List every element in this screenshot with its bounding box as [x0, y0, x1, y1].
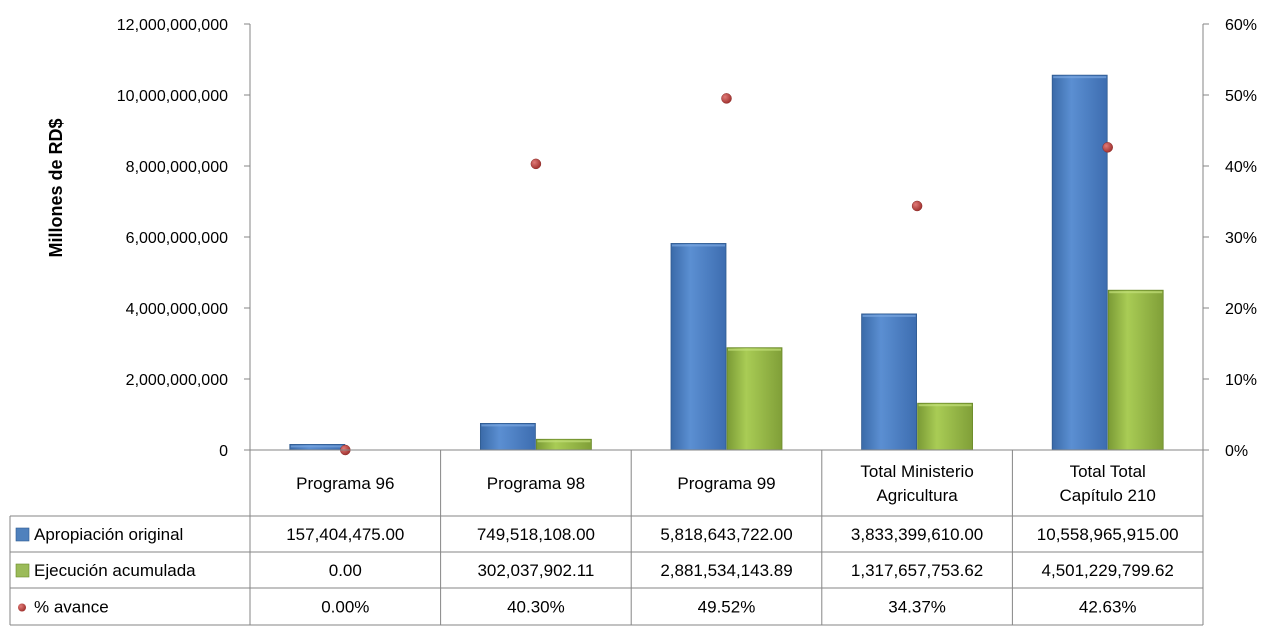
y-right-tick-label: 30% — [1225, 230, 1257, 247]
legend-label: Ejecución acumulada — [34, 561, 196, 580]
y-left-tick-label: 2,000,000,000 — [126, 372, 228, 389]
bar-apropiacion — [1051, 74, 1108, 451]
percent-point — [530, 158, 542, 170]
category-label: Total Ministerio — [860, 462, 973, 481]
legend-label: Apropiación original — [34, 525, 183, 544]
bar-highlight — [290, 445, 344, 448]
y-left-tick-label: 12,000,000,000 — [117, 17, 228, 34]
bar-highlight — [728, 348, 781, 351]
bar-ejecucion — [726, 347, 783, 451]
percent-point — [911, 200, 923, 212]
category-label: Capítulo 210 — [1059, 486, 1155, 505]
y-right-tick-label: 0% — [1225, 443, 1248, 460]
category-label: Programa 99 — [677, 474, 775, 493]
category-label: Programa 98 — [487, 474, 585, 493]
y-right-tick-label: 40% — [1225, 159, 1257, 176]
table-cell: 10,558,965,915.00 — [1037, 525, 1179, 544]
table-cell: 0.00 — [329, 561, 362, 580]
y-left-tick-label: 0 — [219, 443, 228, 460]
table-cell: 4,501,229,799.62 — [1042, 561, 1174, 580]
bar-apropiacion — [861, 313, 917, 451]
y-left-tick-label: 8,000,000,000 — [126, 159, 228, 176]
table-cell: 3,833,399,610.00 — [851, 525, 983, 544]
y-right-tick-label: 60% — [1225, 17, 1257, 34]
y-left-tick-label: 6,000,000,000 — [126, 230, 228, 247]
table-cell: 5,818,643,722.00 — [660, 525, 792, 544]
y-left-tick-label: 4,000,000,000 — [126, 301, 228, 318]
bar-apropiacion — [479, 422, 536, 451]
category-label: Total Total — [1070, 462, 1146, 481]
category-label: Agricultura — [876, 486, 958, 505]
category-label: Programa 96 — [296, 474, 394, 493]
y-right-tick-label: 10% — [1225, 372, 1257, 389]
table-cell: 302,037,902.11 — [477, 561, 594, 580]
table-cell: 1,317,657,753.62 — [851, 561, 983, 580]
percent-point — [721, 93, 732, 104]
percent-points — [340, 93, 1113, 456]
bar-ejecucion — [1107, 289, 1164, 451]
data-table: Programa 96 Programa 98 Programa 99 Total M… — [9, 449, 1204, 626]
bar-highlight — [481, 424, 535, 427]
legend-key — [15, 527, 30, 542]
table-cell: 42.63% — [1079, 598, 1137, 617]
y-axis-left-ticks: 0 2,000,000,000 4,000,000,000 6,000,000,000… — [117, 17, 250, 460]
table-cell: 157,404,475.00 — [286, 525, 404, 544]
table-cell: 34.37% — [888, 598, 946, 617]
legend-key — [15, 563, 30, 578]
legend-key — [18, 603, 26, 612]
table-cell: 40.30% — [507, 598, 565, 617]
table-cell: 749,518,108.00 — [477, 525, 595, 544]
percent-point — [1102, 142, 1113, 153]
bar-highlight — [537, 440, 591, 443]
bar-apropiacion — [670, 243, 727, 451]
bar-highlight — [672, 244, 725, 247]
y-right-tick-label: 50% — [1225, 88, 1257, 105]
table-cell: 0.00% — [321, 598, 369, 617]
bar-highlight — [862, 314, 916, 317]
bar-highlight — [1109, 291, 1163, 294]
bar-ejecucion — [917, 402, 973, 451]
y-axis-right-ticks: 0% 10% 20% 30% 40% 50% 60% — [1203, 17, 1257, 460]
table-cell: 2,881,534,143.89 — [660, 561, 792, 580]
bars — [289, 74, 1164, 451]
y-right-tick-label: 20% — [1225, 301, 1257, 318]
legend-label: % avance — [34, 598, 109, 617]
bar-highlight — [1053, 76, 1107, 79]
table-cell: 49.52% — [698, 598, 756, 617]
y-axis-title: Millones de RD$ — [46, 118, 66, 257]
y-left-tick-label: 10,000,000,000 — [117, 88, 228, 105]
bar-highlight — [918, 404, 972, 407]
